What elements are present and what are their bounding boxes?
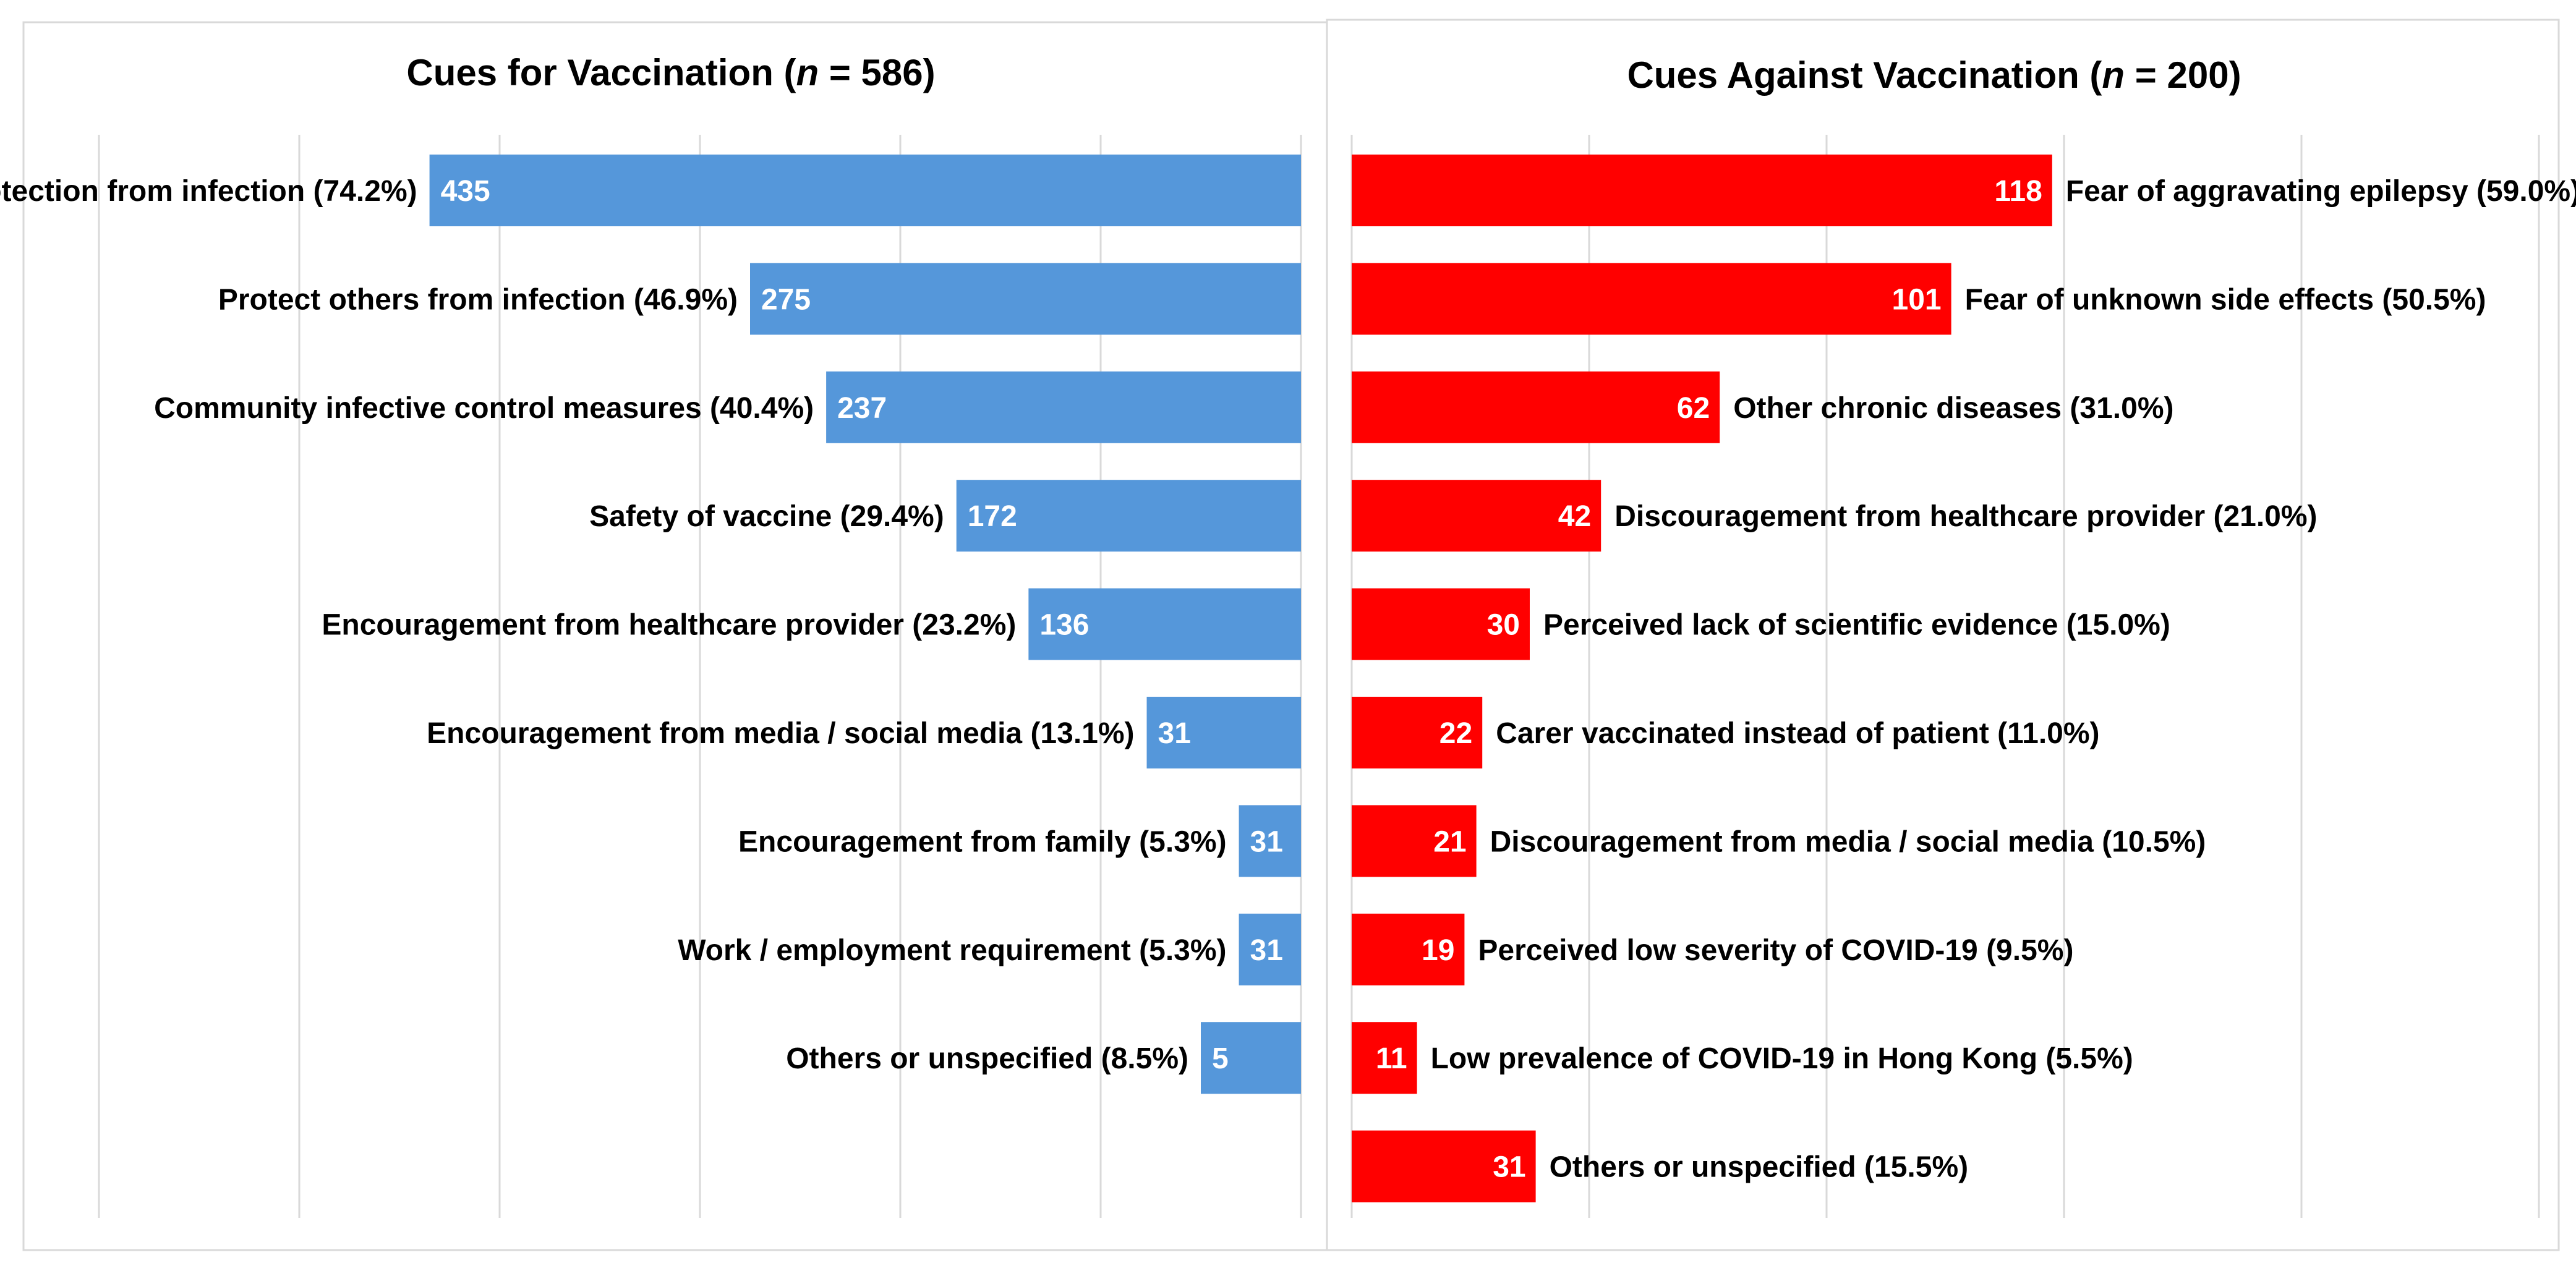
right-category-label: Other chronic diseases (31.0%) [1733,392,2173,425]
left-category-label: Encouragement from healthcare provider (… [322,609,1016,642]
right-bar [1352,371,1720,443]
right-category-label: Others or unspecified (15.5%) [1550,1151,1969,1184]
left-bar-value-label: 275 [761,283,811,316]
left-category-label: Community infective control measures (40… [154,392,814,425]
right-bar-value-label: 19 [1422,934,1454,967]
right-category-label: Discouragement from healthcare provider … [1614,500,2317,533]
left-bar [429,155,1301,226]
left-category-label: Work / employment requirement (5.3%) [678,934,1226,967]
left-bar [1239,913,1301,985]
right-category-label: Perceived lack of scientific evidence (1… [1543,609,2170,642]
left-chart-title: Cues for Vaccination (n = 586) [406,52,935,93]
left-bar-value-label: 31 [1250,825,1283,858]
right-bar [1352,1022,1417,1094]
right-bar-value-label: 22 [1439,717,1472,750]
right-category-label: Carer vaccinated instead of patient (11.… [1496,717,2099,750]
right-chart-title: Cues Against Vaccination (n = 200) [1627,54,2241,96]
right-bar-value-label: 101 [1892,283,1942,316]
right-category-label: Fear of aggravating epilepsy (59.0%) [2066,175,2576,208]
right-title-n-symbol: n [2102,54,2125,96]
right-bar-value-label: 42 [1558,500,1591,533]
right-category-label: Low prevalence of COVID-19 in Hong Kong … [1431,1042,2133,1075]
right-bar-value-label: 31 [1493,1151,1525,1184]
left-category-label: Protect others from infection (46.9%) [218,283,738,316]
right-category-label: Discouragement from media / social media… [1490,825,2206,858]
left-category-label: Safety of vaccine (29.4%) [589,500,944,533]
left-bar-value-label: 136 [1039,609,1089,642]
left-bar [826,371,1301,443]
right-bar [1352,480,1601,552]
left-category-label: Encouragement from family (5.3%) [738,825,1227,858]
left-bar [750,263,1301,335]
right-bar-value-label: 62 [1677,392,1710,425]
left-title-n-symbol: n [796,52,819,93]
left-title-prefix: Cues for Vaccination ( [406,52,796,93]
right-category-label: Fear of unknown side effects (50.5%) [1965,283,2486,316]
left-bar [1201,1022,1301,1094]
left-bar [1146,697,1301,768]
right-title-suffix: = 200) [2125,54,2241,96]
right-bar [1352,805,1477,877]
right-bar-value-label: 30 [1487,609,1520,642]
right-bar [1352,913,1465,985]
left-category-label: Others or unspecified (8.5%) [786,1042,1188,1075]
left-bar-value-label: 237 [837,392,887,425]
left-bar-value-label: 435 [441,175,490,208]
right-bar [1352,263,1951,335]
left-category-label: Encouragement from media / social media … [427,717,1134,750]
right-category-label: Perceived low severity of COVID-19 (9.5%… [1478,934,2073,967]
left-category-label: Protection from infection (74.2%) [0,175,417,208]
right-bar [1352,155,2052,226]
left-bar-value-label: 5 [1212,1042,1229,1075]
right-bar-value-label: 21 [1433,825,1466,858]
left-bar-value-label: 31 [1158,717,1191,750]
right-chart-bars: 118 Fear of aggravating epilepsy (59.0%) 1… [1352,155,2576,1202]
right-bar [1352,1130,1536,1202]
left-bar-value-label: 172 [968,500,1017,533]
left-bar [1028,588,1301,660]
left-chart-bars: 435 Protection from infection (74.2%) 275 P… [0,155,1301,1094]
right-bar [1352,697,1483,768]
left-bar [1239,805,1301,877]
left-bar [956,480,1301,552]
right-bar [1352,588,1530,660]
left-bar-value-label: 31 [1250,934,1283,967]
left-title-suffix: = 586) [819,52,935,93]
right-title-prefix: Cues Against Vaccination ( [1627,54,2102,96]
right-bar-value-label: 118 [1994,175,2042,208]
right-bar-value-label: 11 [1376,1042,1407,1075]
